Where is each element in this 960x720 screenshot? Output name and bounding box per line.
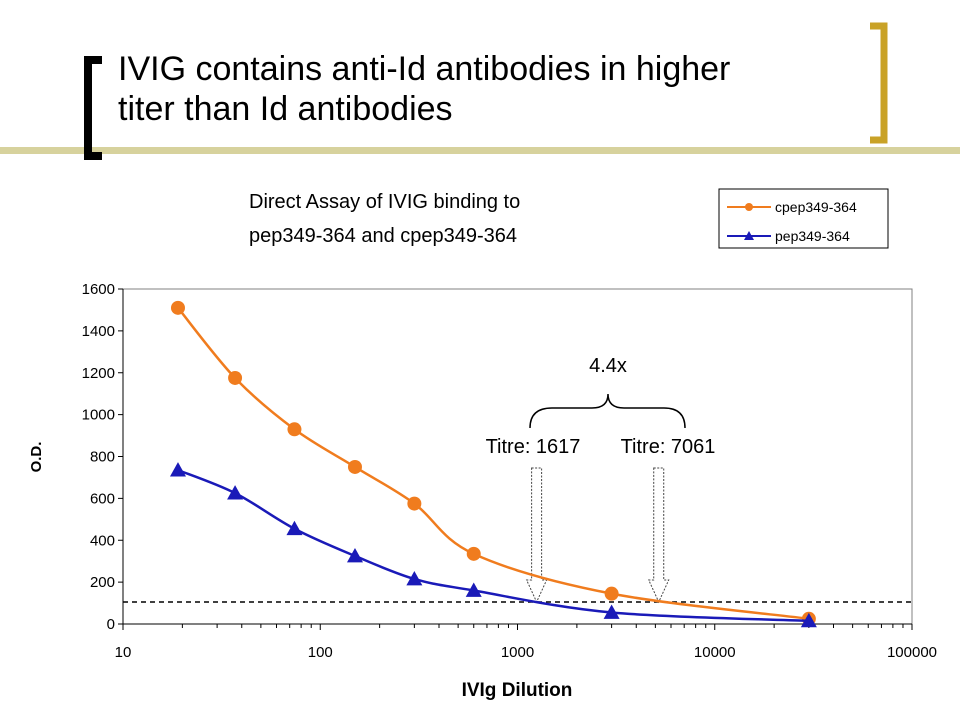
right-bracket xyxy=(870,22,888,144)
titre-right-arrow xyxy=(647,467,670,604)
x-axis-title: IVIg Dilution xyxy=(462,680,573,701)
data-point-cpep349-364 xyxy=(347,459,362,474)
data-point-pep349-364 xyxy=(346,547,363,563)
series-layer xyxy=(169,300,817,628)
x-tick-label: 100 xyxy=(308,644,333,661)
titre-right-label: Titre: 7061 xyxy=(621,436,716,458)
slide-title-line2: titer than Id antibodies xyxy=(118,89,453,128)
data-point-cpep349-364 xyxy=(228,370,243,385)
slide-title: IVIG contains anti-Id antibodies in high… xyxy=(118,50,730,130)
y-tick-label: 400 xyxy=(90,532,115,549)
ratio-label: 4.4x xyxy=(589,355,627,377)
legend-label-cpep: cpep349-364 xyxy=(775,199,857,215)
titre-left-arrow xyxy=(525,467,548,604)
slide-title-line1: IVIG contains anti-Id antibodies in high… xyxy=(118,50,731,88)
legend: cpep349-364 pep349-364 xyxy=(718,188,889,249)
y-tick-label: 1000 xyxy=(82,407,115,424)
chart-title-line2: pep349-364 and cpep349-364 xyxy=(249,225,517,247)
data-point-cpep349-364 xyxy=(407,496,422,511)
y-axis-title: O.D. xyxy=(28,442,45,473)
data-point-pep349-364 xyxy=(227,485,244,500)
data-point-pep349-364 xyxy=(406,570,423,586)
x-tick-label: 1000 xyxy=(501,644,534,661)
y-tick-label: 200 xyxy=(90,574,115,591)
y-tick-label: 1200 xyxy=(82,365,115,382)
data-point-pep349-364 xyxy=(465,582,482,597)
axes: 0 200 400 600 800 1000 1200 1400 1600 10 100 1000 10… xyxy=(82,281,937,661)
titre-left-label: Titre: 1617 xyxy=(486,436,581,458)
data-point-pep349-364 xyxy=(286,520,303,536)
data-point-cpep349-364 xyxy=(604,586,619,601)
data-point-cpep349-364 xyxy=(287,422,302,437)
data-point-pep349-364 xyxy=(169,462,186,477)
y-tick-label: 1400 xyxy=(82,323,115,340)
legend-marker-cpep xyxy=(745,203,753,211)
plot-area xyxy=(122,288,913,625)
legend-marker-pep xyxy=(744,231,754,240)
annotation-layer: Titre: 1617 Titre: 7061 4.4x xyxy=(486,355,716,604)
x-tick-label: 10000 xyxy=(694,644,736,661)
ratio-brace xyxy=(529,393,686,429)
data-point-pep349-364 xyxy=(800,612,817,628)
data-point-pep349-364 xyxy=(603,604,620,619)
legend-label-pep: pep349-364 xyxy=(775,228,850,244)
data-point-cpep349-364 xyxy=(170,300,185,315)
y-tick-label: 1600 xyxy=(82,281,115,298)
title-underline-bar xyxy=(0,147,960,154)
y-tick-label: 800 xyxy=(90,449,115,466)
y-tick-label: 0 xyxy=(107,616,115,633)
y-tick-label: 600 xyxy=(90,490,115,507)
data-point-cpep349-364 xyxy=(466,546,481,561)
left-bracket xyxy=(84,56,102,160)
x-tick-label: 100000 xyxy=(887,644,937,661)
chart-title-line1: Direct Assay of IVIG binding to xyxy=(249,191,520,213)
x-tick-label: 10 xyxy=(115,644,132,661)
